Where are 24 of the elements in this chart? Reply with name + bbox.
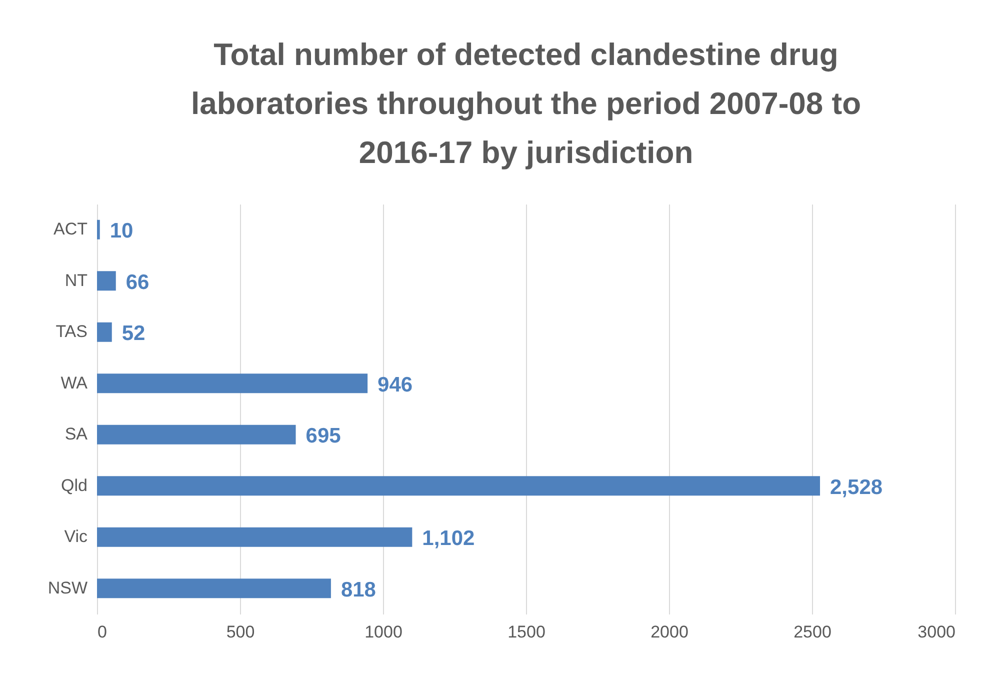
data-label: 695: [306, 424, 342, 448]
data-label: 66: [126, 270, 150, 294]
y-tick-label: NT: [64, 270, 88, 290]
data-label: 52: [122, 322, 146, 346]
x-tick-label: 1500: [508, 622, 546, 642]
x-tick-label: 0: [98, 622, 107, 642]
y-tick-label: SA: [64, 424, 88, 444]
x-tick-label: 1000: [364, 622, 402, 642]
data-label: 1,102: [422, 527, 475, 550]
data-label: 10: [110, 220, 134, 243]
x-tick-label: 2500: [794, 622, 832, 642]
y-tick-label: NSW: [48, 578, 88, 598]
y-tick-label: WA: [60, 373, 88, 392]
chart-title: Total number of detected clandestine drug laboratories throughout the period 2007-08 to 2016-17 by jurisdiction: [190, 37, 862, 170]
data-label: 2,528: [830, 476, 883, 499]
data-label: 946: [378, 373, 413, 396]
y-tick-label: Qld: [61, 476, 88, 495]
y-tick-label: Vic: [64, 527, 88, 546]
y-tick-label: ACT: [54, 220, 88, 239]
y-tick-label: TAS: [56, 322, 88, 342]
x-tick-label: 3000: [918, 622, 956, 642]
data-label: 818: [340, 578, 376, 602]
x-tick-label: 2000: [650, 622, 688, 642]
x-tick-label: 500: [226, 622, 255, 642]
